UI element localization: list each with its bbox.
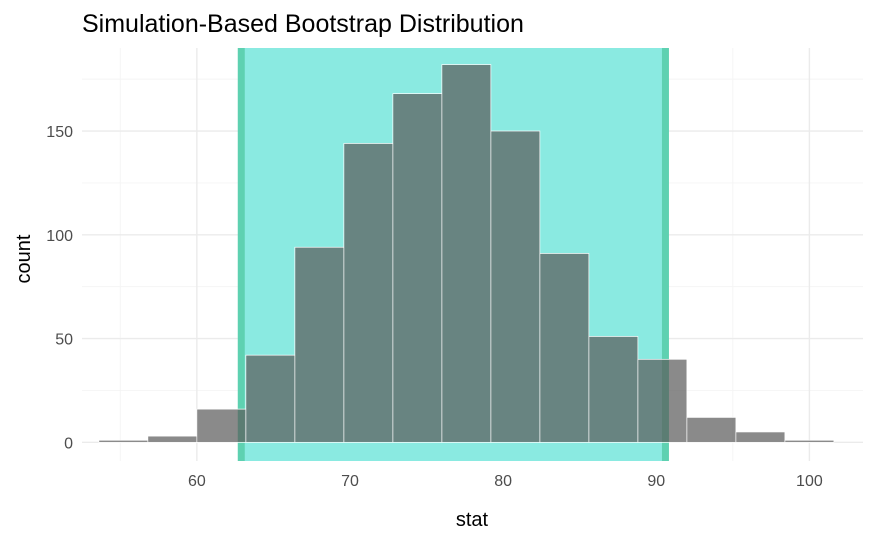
chart-title: Simulation-Based Bootstrap Distribution	[82, 10, 524, 38]
y-tick-label: 150	[46, 124, 73, 141]
histogram-bar	[392, 93, 443, 443]
histogram-bar	[294, 246, 345, 443]
histogram-bar	[98, 439, 149, 443]
x-tick-label: 80	[494, 473, 512, 490]
histogram-bar	[147, 435, 198, 443]
histogram-bar	[588, 336, 639, 443]
y-tick-label: 50	[55, 332, 73, 349]
histogram-bar	[343, 143, 394, 443]
x-tick-label: 90	[647, 473, 665, 490]
histogram-bars	[98, 64, 835, 443]
histogram-bar	[490, 130, 541, 443]
y-tick-label: 0	[64, 435, 73, 452]
x-axis-title: stat	[456, 509, 489, 531]
histogram-bar	[441, 64, 492, 443]
x-tick-label: 100	[796, 473, 823, 490]
histogram-bar	[637, 358, 688, 443]
histogram-bar	[686, 417, 737, 443]
histogram-bar	[196, 408, 247, 443]
histogram-bar	[245, 354, 296, 443]
x-tick-label: 60	[188, 473, 206, 490]
y-axis-title: count	[13, 234, 35, 283]
histogram-bar	[784, 439, 835, 443]
x-tick-label: 70	[341, 473, 359, 490]
histogram-bar	[735, 431, 786, 443]
axis-ticks: 60 70 80 90 100 0 50 100 150	[46, 124, 823, 490]
y-tick-label: 100	[46, 228, 73, 245]
histogram-bar	[539, 253, 590, 443]
